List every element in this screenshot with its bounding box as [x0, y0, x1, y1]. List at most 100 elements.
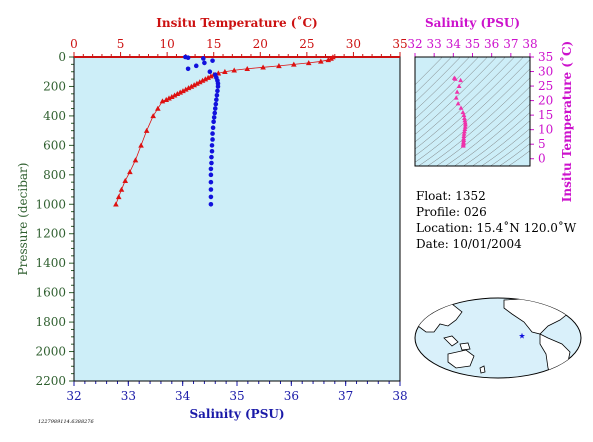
salinity-point: [201, 56, 206, 61]
float-number: Float: 1352: [416, 189, 486, 203]
salinity-point: [215, 84, 221, 89]
ts-right-tick-label: 10: [538, 123, 553, 137]
ts-point: [455, 101, 461, 106]
left-tick-label: 200: [43, 79, 66, 93]
float-location-star: [518, 332, 526, 339]
ts-top-tick-label: 36: [484, 37, 499, 51]
ts-top-tick-label: 38: [522, 37, 537, 51]
ts-right-axis-title: Insitu Temperature (˚C): [559, 41, 574, 202]
land-mass: [447, 349, 475, 369]
left-tick-label: 800: [43, 168, 66, 182]
salinity-point: [211, 115, 217, 120]
bottom-tick-label: 33: [121, 389, 136, 403]
salinity-point: [215, 88, 220, 94]
salinity-point: [202, 60, 207, 66]
ts-top-tick-label: 32: [407, 37, 422, 51]
ts-point: [458, 105, 464, 110]
bottom-tick-label: 36: [284, 389, 299, 403]
ts-point: [460, 109, 466, 115]
temperature-point: [118, 186, 125, 192]
temperature-point: [143, 127, 150, 133]
salinity-point: [212, 110, 218, 116]
left-tick-label: 400: [43, 109, 66, 123]
location: Location: 15.4˚N 120.0˚W: [416, 221, 577, 235]
ts-right-tick-label: 15: [538, 108, 553, 122]
top-tick-label: 15: [206, 37, 221, 51]
salinity-point: [208, 187, 214, 192]
temperature-point: [196, 79, 203, 85]
density-contour: [415, 57, 497, 135]
ts-point: [463, 122, 468, 127]
temperature-point: [318, 58, 324, 64]
temperature-point: [185, 85, 192, 91]
ts-right-tick-label: 25: [538, 79, 553, 93]
salinity-point: [208, 166, 214, 172]
temperature-point: [138, 142, 144, 148]
ts-point: [462, 115, 467, 120]
bottom-tick-label: 38: [392, 389, 407, 403]
density-contour: [415, 59, 530, 163]
ts-point: [461, 112, 467, 118]
temperature-point: [199, 77, 206, 83]
density-contour: [415, 57, 479, 120]
density-contour: [415, 57, 488, 128]
density-contour: [415, 57, 524, 157]
temperature-point: [260, 64, 266, 70]
temperature-point: [244, 65, 251, 72]
temperature-point: [159, 98, 166, 104]
ts-point: [461, 131, 467, 136]
bottom-tick-label: 32: [66, 389, 81, 403]
density-contour: [415, 57, 443, 86]
density-contour: [415, 57, 452, 94]
land-mass: [479, 365, 486, 374]
land-mass: [443, 335, 459, 347]
ts-right-tick-label: 30: [538, 65, 553, 79]
top-tick-label: 25: [299, 37, 314, 51]
ts-right-tick-label: 20: [538, 94, 553, 108]
density-contour: [415, 57, 506, 143]
ts-right-tick-label: 35: [538, 50, 553, 64]
temperature-point: [194, 80, 200, 86]
density-contour: [445, 95, 530, 166]
salinity-point: [209, 143, 215, 148]
top-axis-title: Insitu Temperature (˚C): [156, 15, 317, 30]
ts-background: [415, 57, 530, 166]
ts-point: [462, 129, 467, 134]
ts-frame: [414, 56, 531, 167]
left-tick-label: 2200: [35, 374, 66, 388]
profile-number: Profile: 026: [416, 205, 487, 219]
land-mass: [459, 342, 471, 351]
ts-top-tick-label: 33: [427, 37, 442, 51]
temperature-point: [231, 67, 238, 73]
ts-point: [462, 120, 468, 125]
salinity-point: [214, 92, 220, 98]
left-axis-title: Pressure (decibar): [16, 163, 30, 276]
temperature-point: [115, 194, 122, 200]
ts-right-tick-label: 5: [538, 137, 546, 151]
top-tick-label: 20: [253, 37, 268, 51]
salinity-point: [210, 58, 215, 63]
salinity-point: [208, 179, 214, 185]
density-contour: [436, 86, 530, 166]
salinity-point: [213, 101, 219, 107]
ts-right-tick-label: 0: [538, 152, 546, 166]
temperature-point: [291, 61, 297, 67]
salinity-point: [185, 55, 191, 61]
salinity-point: [209, 154, 214, 160]
ts-point: [462, 126, 468, 132]
salinity-point: [209, 148, 215, 154]
top-tick-label: 5: [117, 37, 125, 51]
salinity-point: [193, 63, 199, 69]
ts-point: [458, 77, 464, 83]
temperature-point: [171, 92, 178, 98]
left-tick-label: 1200: [35, 227, 66, 241]
temperature-point: [177, 89, 183, 95]
salinity-point: [207, 69, 213, 75]
ts-point: [453, 95, 459, 100]
temperature-point: [205, 74, 211, 80]
salinity-point: [185, 66, 191, 72]
ts-point: [454, 89, 460, 94]
temperature-point: [122, 177, 129, 183]
temperature-point: [113, 201, 119, 207]
top-tick-label: 30: [346, 37, 361, 51]
